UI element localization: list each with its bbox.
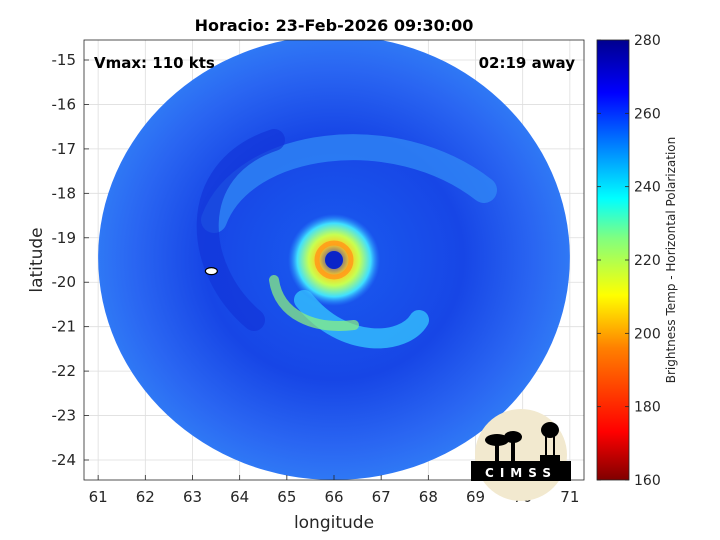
x-tick-label: 69: [466, 488, 485, 506]
colorbar-tick-label: 220: [634, 253, 661, 269]
y-axis-ticks: -15 -16 -17 -18 -19 -20 -21 -22 -23 -24: [52, 51, 89, 469]
rain-band: [269, 275, 359, 331]
eye: [325, 251, 343, 269]
y-axis-label: latitude: [27, 227, 47, 292]
y-tick-label: -18: [52, 184, 77, 202]
rain-band: [196, 129, 285, 331]
y-tick-label: -19: [52, 229, 77, 247]
eyewall-ring: [314, 240, 354, 280]
colorbar-tick-label: 260: [634, 106, 661, 122]
x-tick-label: 71: [560, 488, 579, 506]
x-tick-label: 67: [372, 488, 391, 506]
x-tick-label: 64: [230, 488, 249, 506]
cimss-logo: CIMSS: [471, 409, 571, 501]
rain-band: [201, 134, 497, 233]
colorbar: [596, 39, 630, 481]
x-tick-label: 61: [89, 488, 108, 506]
colorbar-ticks: 160 180 200 220 240 260 280: [597, 33, 661, 489]
y-tick-label: -22: [52, 362, 77, 380]
rain-band: [294, 290, 429, 349]
chart-title: Horacio: 23-Feb-2026 09:30:00: [195, 16, 474, 35]
x-tick-label: 68: [419, 488, 438, 506]
colorbar-tick-label: 180: [634, 400, 661, 416]
y-tick-label: -15: [52, 51, 77, 69]
colorbar-label: Brightness Temp - Horizontal Polarizatio…: [664, 137, 678, 384]
x-tick-label: 62: [136, 488, 155, 506]
small-contour: [204, 267, 218, 276]
x-tick-label: 63: [183, 488, 202, 506]
colorbar-tick-label: 240: [634, 180, 661, 196]
colorbar-tick-label: 280: [634, 33, 661, 49]
x-tick-label: 66: [324, 488, 343, 506]
x-tick-label: 65: [277, 488, 296, 506]
vmax-annotation: Vmax: 110 kts: [94, 54, 215, 72]
x-axis-label: longitude: [294, 513, 374, 533]
y-tick-label: -17: [52, 140, 77, 158]
colorbar-tick-label: 160: [634, 473, 661, 489]
swath-layer: [98, 40, 570, 480]
y-tick-label: -20: [52, 273, 77, 291]
y-tick-label: -21: [52, 318, 77, 336]
colorbar-tick-label: 200: [634, 326, 661, 342]
cimss-logo-text: CIMSS: [485, 466, 557, 480]
y-tick-label: -16: [52, 95, 77, 113]
time-away-annotation: 02:19 away: [479, 54, 576, 72]
y-tick-label: -24: [52, 451, 77, 469]
y-tick-label: -23: [52, 407, 77, 425]
x-axis-ticks: 6162636465666768697071: [89, 475, 579, 506]
